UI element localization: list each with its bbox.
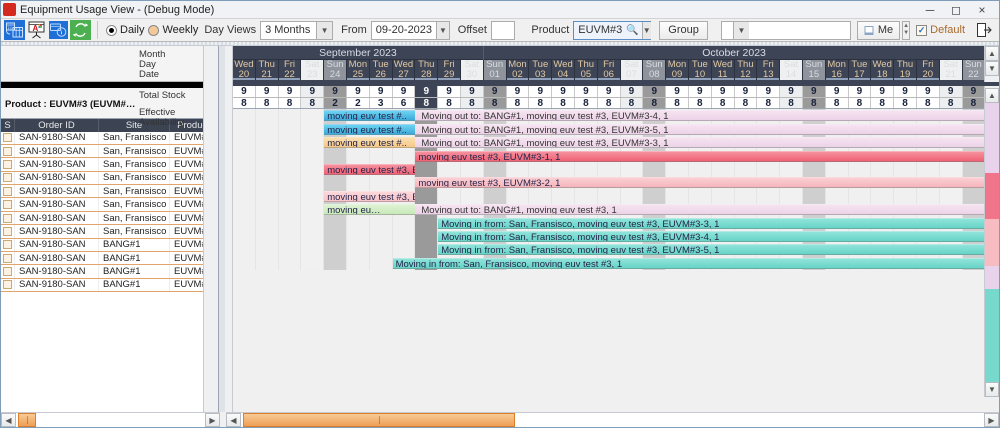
svg-text:A: A bbox=[33, 24, 39, 33]
